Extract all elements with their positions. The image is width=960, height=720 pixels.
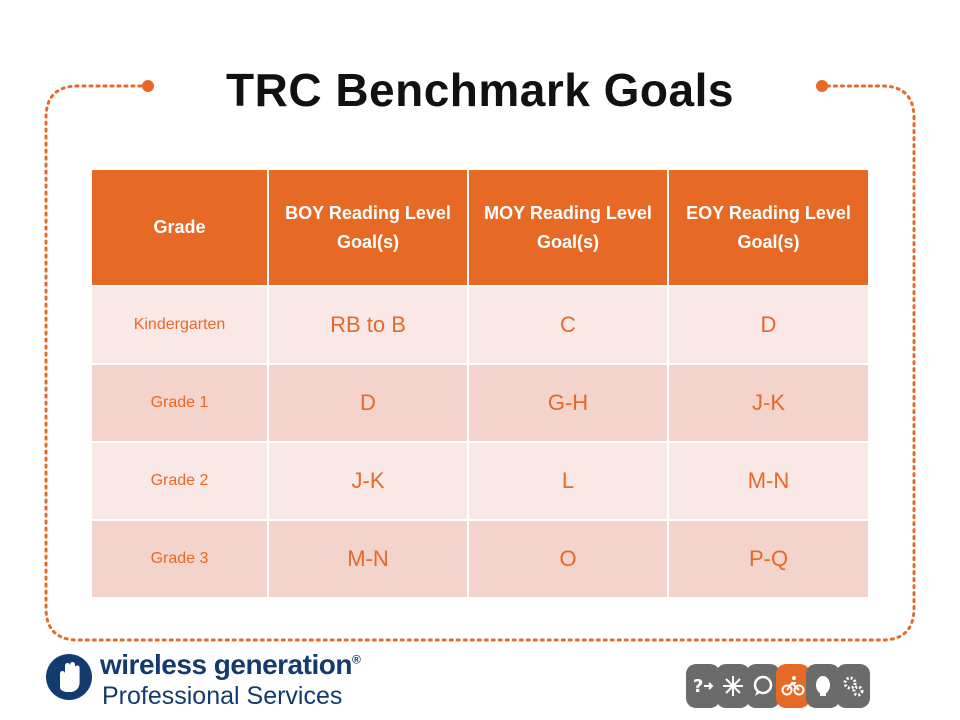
cell-moy: C bbox=[468, 286, 669, 365]
wireless-generation-logo: wireless generation® Professional Servic… bbox=[44, 648, 374, 714]
logo-tagline: Professional Services bbox=[102, 682, 343, 710]
cell-boy: M-N bbox=[268, 520, 469, 599]
cell-grade: Grade 2 bbox=[92, 442, 269, 521]
chat-bubble-icon bbox=[746, 664, 780, 708]
cell-boy: J-K bbox=[268, 442, 469, 521]
cell-moy: O bbox=[468, 520, 669, 599]
cell-eoy: P-Q bbox=[668, 520, 868, 599]
gears-icon bbox=[836, 664, 870, 708]
page-title: TRC Benchmark Goals bbox=[226, 64, 734, 116]
cell-grade: Grade 3 bbox=[92, 520, 269, 599]
cell-boy: D bbox=[268, 364, 469, 443]
cell-boy: RB to B bbox=[268, 286, 469, 365]
cell-eoy: D bbox=[668, 286, 868, 365]
table-row: Grade 2 J-K L M-N bbox=[92, 442, 868, 521]
question-arrow-icon: ? bbox=[686, 664, 720, 708]
sparkle-icon bbox=[716, 664, 750, 708]
bicycle-icon bbox=[776, 664, 810, 708]
table-row: Grade 1 D G-H J-K bbox=[92, 364, 868, 443]
cell-moy: L bbox=[468, 442, 669, 521]
header-grade: Grade bbox=[92, 170, 269, 287]
table-row: Grade 3 M-N O P-Q bbox=[92, 520, 868, 599]
lightbulb-icon bbox=[806, 664, 840, 708]
frame-dot-right bbox=[816, 80, 828, 92]
hand-icon bbox=[46, 654, 92, 700]
benchmark-table: Grade BOY Reading Level Goal(s) MOY Read… bbox=[92, 170, 868, 599]
logo-wordmark: wireless generation® bbox=[100, 649, 361, 681]
icon-strip: ? bbox=[686, 664, 870, 708]
cell-moy: G-H bbox=[468, 364, 669, 443]
cell-eoy: J-K bbox=[668, 364, 868, 443]
table-row: Kindergarten RB to B C D bbox=[92, 286, 868, 365]
cell-eoy: M-N bbox=[668, 442, 868, 521]
header-eoy: EOY Reading Level Goal(s) bbox=[668, 170, 868, 287]
frame-dot-left bbox=[142, 80, 154, 92]
svg-text:?: ? bbox=[693, 676, 703, 697]
cell-grade: Grade 1 bbox=[92, 364, 269, 443]
header-moy: MOY Reading Level Goal(s) bbox=[468, 170, 669, 287]
header-boy: BOY Reading Level Goal(s) bbox=[268, 170, 469, 287]
table-header-row: Grade BOY Reading Level Goal(s) MOY Read… bbox=[92, 170, 868, 287]
cell-grade: Kindergarten bbox=[92, 286, 269, 365]
registered-mark: ® bbox=[351, 652, 361, 667]
logo-name-text: wireless generation bbox=[100, 649, 352, 680]
